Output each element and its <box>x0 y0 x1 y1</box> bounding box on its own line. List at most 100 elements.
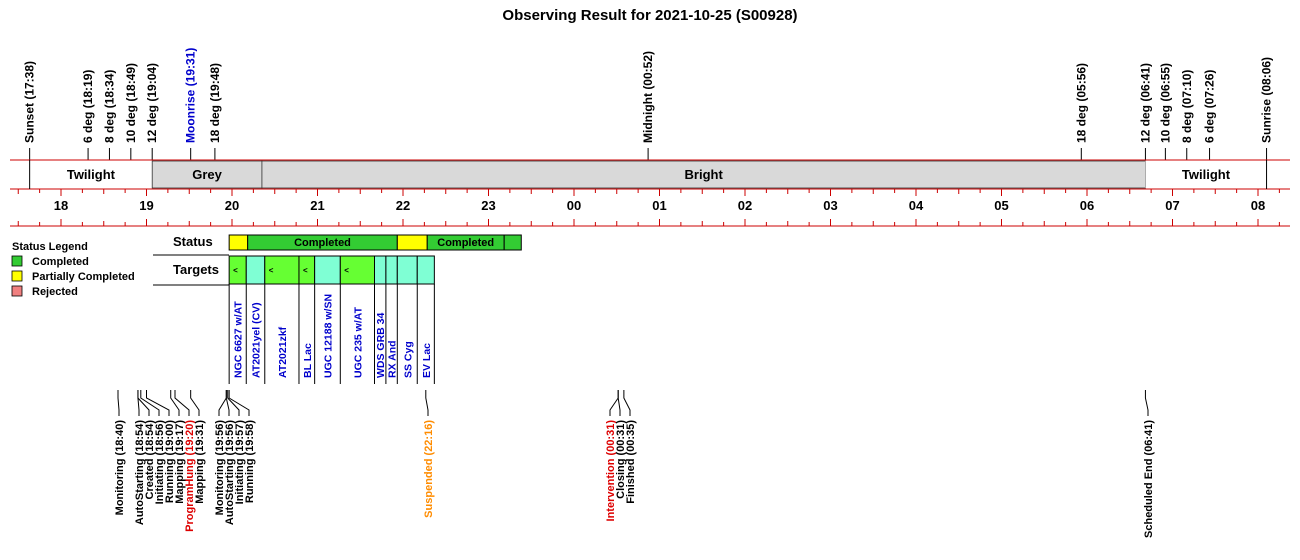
sky-event-label: 10 deg (06:55) <box>1158 63 1172 143</box>
log-event-leader <box>228 390 250 416</box>
log-event-label: Finished (00:35) <box>625 420 637 504</box>
log-event-leader <box>137 390 150 416</box>
log-event-leader <box>609 390 619 416</box>
hour-tick-label: 21 <box>310 198 324 213</box>
hour-tick-label: 23 <box>481 198 495 213</box>
target-name: NGC 6627 w/AT <box>233 301 245 378</box>
target-block <box>385 255 398 285</box>
log-event-label: ProgramHung (19:20) <box>184 420 196 532</box>
sky-band <box>29 161 153 188</box>
log-event-leader <box>170 390 180 416</box>
status-row-label: Status <box>173 234 213 249</box>
legend-item-label: Completed <box>32 256 89 268</box>
log-event-label: Mapping (19:31) <box>194 420 206 504</box>
target-name: AT2021yel (CV) <box>251 302 263 378</box>
log-event-leader <box>190 390 200 416</box>
hour-tick-label: 07 <box>1165 198 1179 213</box>
observation-rows: Status Targets Completed Completed < NGC 6627… <box>153 234 522 384</box>
status-block-label: Completed <box>437 237 494 249</box>
target-block <box>264 255 300 285</box>
sky-event-label: 12 deg (06:41) <box>1138 63 1152 143</box>
sky-event-label: 10 deg (18:49) <box>124 63 138 143</box>
target-block <box>339 255 375 285</box>
sky-band-label: Twilight <box>1182 167 1231 182</box>
log-event-label: Created (18:54) <box>144 420 156 500</box>
target-block <box>314 255 341 285</box>
sky-band-label: Bright <box>685 167 724 182</box>
log-events-layer: Monitoring (18:40) AutoStarting (18:54)Cr… <box>114 390 1155 538</box>
log-event-label: Running (19:58) <box>244 420 256 503</box>
hour-axis-layer: 18 19 20 21 22 23 00 01 02 03 04 05 06 07 08 <box>10 189 1290 227</box>
target-name: BL Lac <box>302 343 314 378</box>
log-event-leader <box>1144 390 1149 416</box>
target-name: EV Lac <box>421 343 433 378</box>
log-event-label: Scheduled End (06:41) <box>1143 420 1155 538</box>
log-event-leader <box>146 390 170 416</box>
target-name: RX And <box>387 340 399 378</box>
target-name: UGC 235 w/AT <box>352 306 364 378</box>
hour-tick-label: 03 <box>823 198 837 213</box>
legend-item-label: Partially Completed <box>32 271 135 283</box>
log-event-label: Closing (00:31) <box>615 420 627 499</box>
sky-event-label: Moonrise (19:31) <box>184 48 198 143</box>
log-event-label: AutoStarting (18:54) <box>134 420 146 525</box>
log-event-leader <box>225 390 230 416</box>
sky-event-label: 6 deg (18:19) <box>81 70 95 143</box>
targets-row-label: Targets <box>173 262 219 277</box>
hour-tick-label: 22 <box>396 198 410 213</box>
sky-event-label: Sunrise (08:06) <box>1260 57 1274 143</box>
log-event-leader <box>617 390 621 416</box>
sky-event-label: 6 deg (07:26) <box>1203 70 1217 143</box>
target-name: UGC 12188 w/SN <box>322 294 334 378</box>
log-event-label: Intervention (00:31) <box>605 420 617 522</box>
sky-band <box>261 160 1146 189</box>
status-block-label: Completed <box>294 237 351 249</box>
log-event-leader <box>117 390 120 416</box>
target-block <box>245 255 266 285</box>
sky-bands-layer: Twilight Grey Bright Twilight <box>10 159 1290 190</box>
log-event-leader <box>218 390 227 416</box>
target-block <box>396 255 418 285</box>
target-mark: < <box>233 266 238 275</box>
log-event-label: Initiating (18:56) <box>154 420 166 505</box>
log-event-leader <box>140 390 160 416</box>
target-mark: < <box>269 266 274 275</box>
status-legend: Status Legend Completed Partially Complete… <box>11 241 135 298</box>
sky-event-label: 12 deg (19:04) <box>145 63 159 143</box>
status-block <box>503 234 522 251</box>
hour-tick-label: 18 <box>54 198 68 213</box>
log-event-leader <box>227 390 240 416</box>
hour-tick-label: 01 <box>652 198 666 213</box>
hour-tick-label: 19 <box>139 198 153 213</box>
sky-band <box>1145 161 1267 188</box>
legend-swatch <box>11 270 23 282</box>
chart-title: Observing Result for 2021-10-25 (S00928) <box>502 7 797 24</box>
legend-title: Status Legend <box>12 241 88 253</box>
target-mark: < <box>303 266 308 275</box>
target-name: AT2021zkf <box>277 326 289 378</box>
hour-tick-label: 20 <box>225 198 239 213</box>
target-mark: < <box>344 266 349 275</box>
target-block <box>416 255 435 285</box>
status-block <box>228 234 249 251</box>
hour-tick-label: 05 <box>994 198 1008 213</box>
sky-events-layer: Sunset (17:38) 6 deg (18:19) 8 deg (18:34)… <box>23 48 1274 160</box>
status-block <box>396 234 428 251</box>
log-event-label: Running (19:00) <box>164 420 176 503</box>
log-event-label: Mapping (19:17) <box>174 420 186 504</box>
hour-tick-label: 02 <box>738 198 752 213</box>
target-name: WDS GRB 34 <box>375 312 387 378</box>
sky-event-label: 18 deg (05:56) <box>1074 63 1088 143</box>
log-event-label: Initiating (19:57) <box>234 420 246 505</box>
sky-event-label: 8 deg (18:34) <box>102 70 116 143</box>
sky-event-label: 18 deg (19:48) <box>208 63 222 143</box>
log-event-leader <box>623 390 631 416</box>
log-event-label: AutoStarting (19:56) <box>224 420 236 525</box>
hour-tick-label: 00 <box>567 198 581 213</box>
target-block <box>374 255 387 285</box>
legend-item-label: Rejected <box>32 286 78 298</box>
legend-swatch <box>11 285 23 297</box>
log-event-leader <box>174 390 190 416</box>
hour-tick-label: 06 <box>1080 198 1094 213</box>
